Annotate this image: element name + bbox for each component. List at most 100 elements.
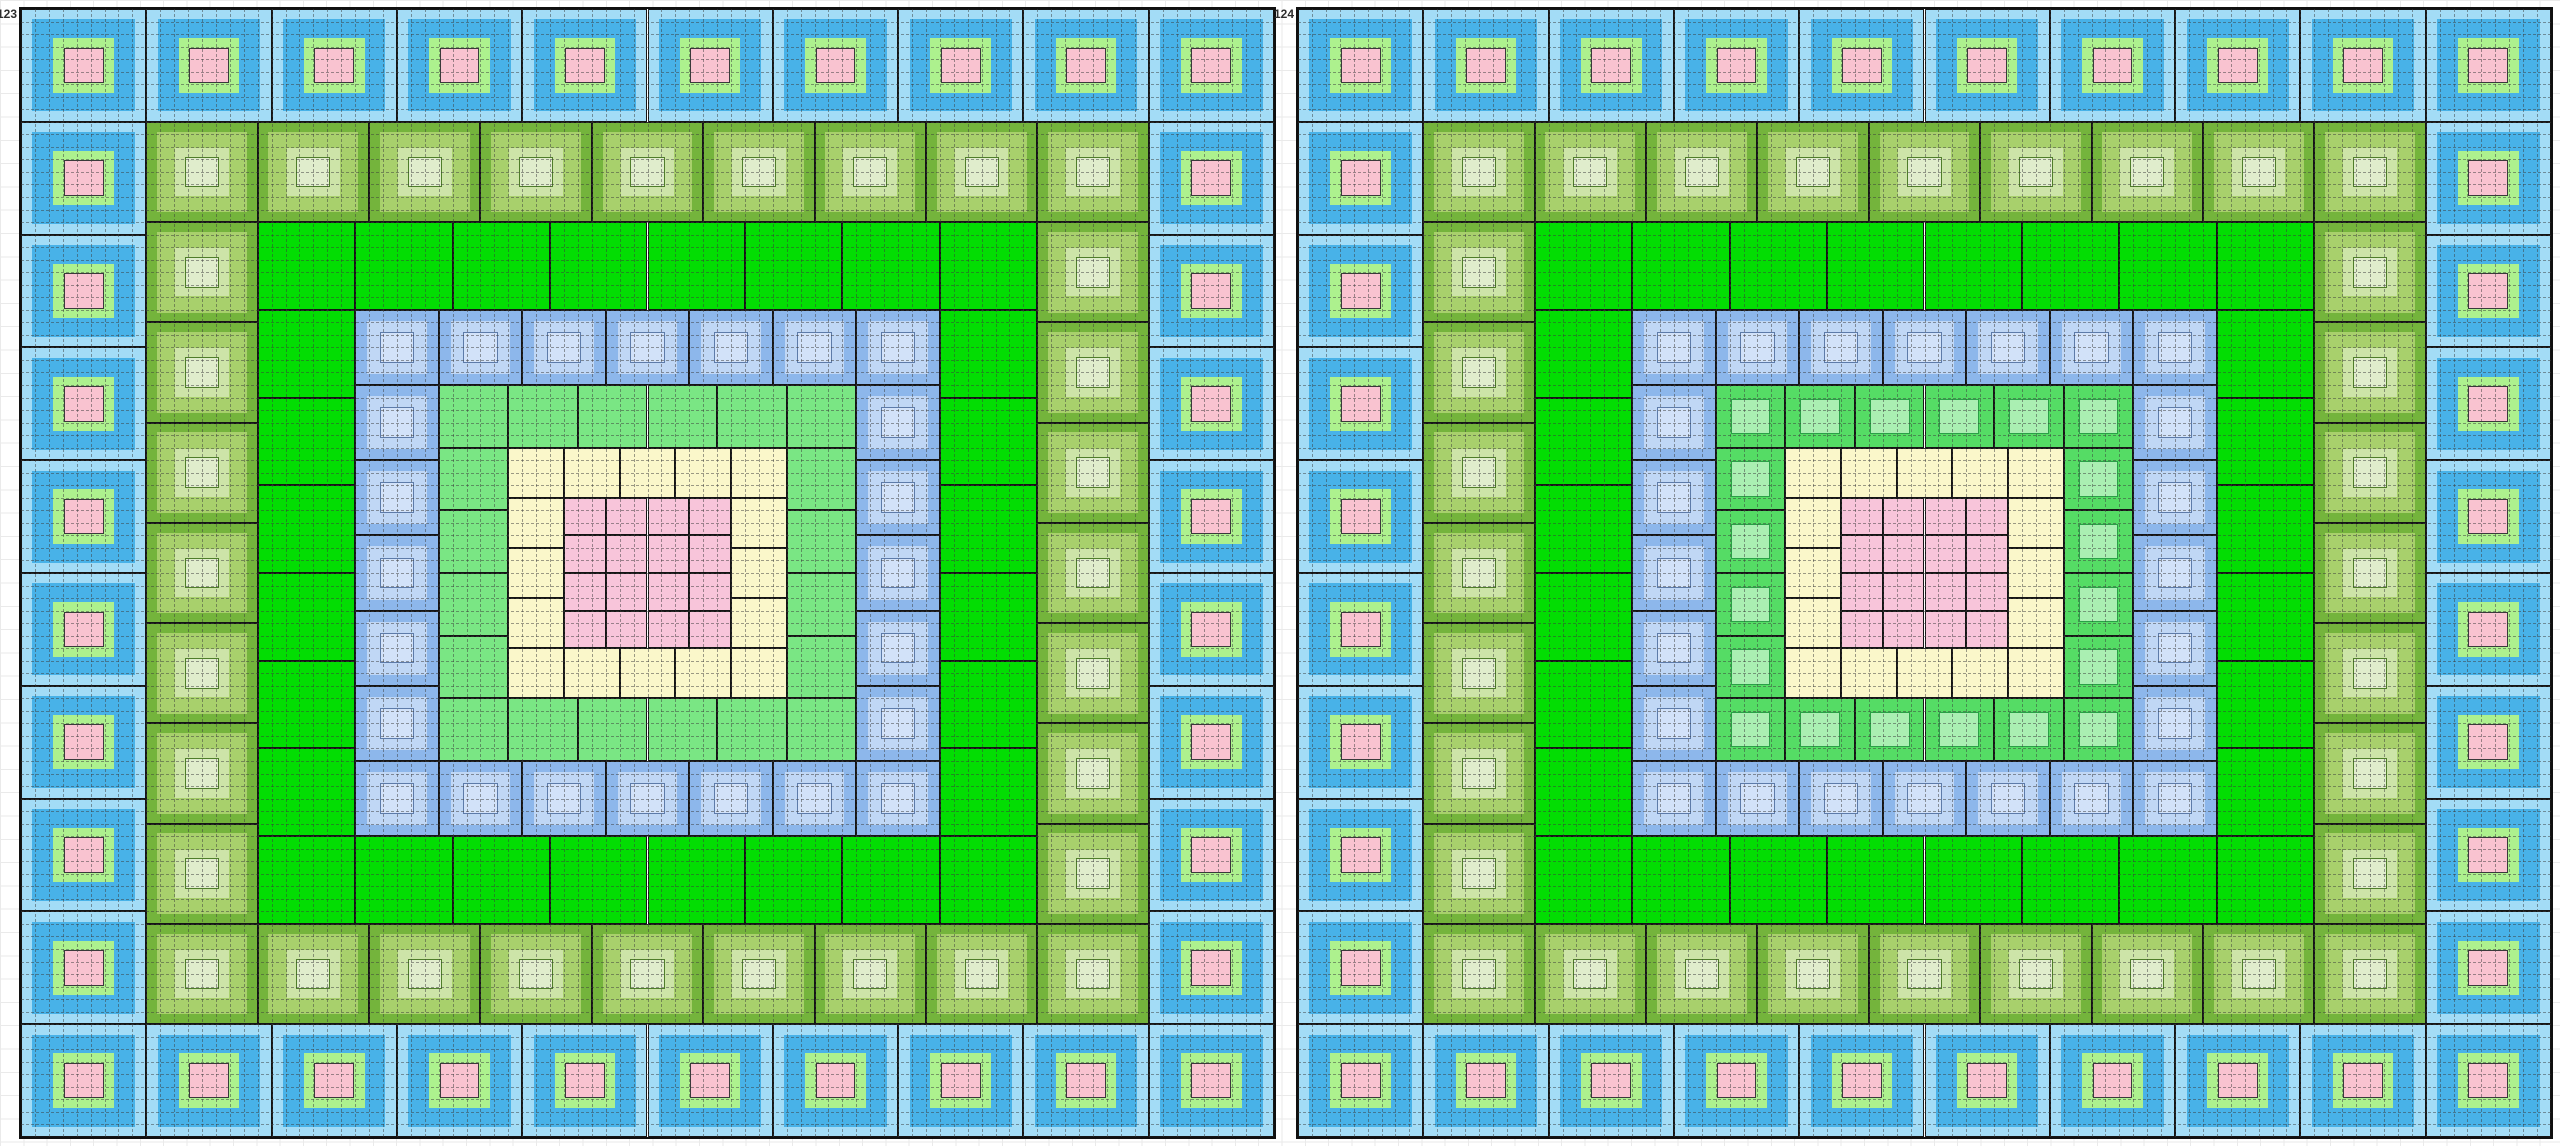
outer-cyan-ring-tile-layer xyxy=(2468,160,2509,196)
outer-cyan-ring-tile-layer xyxy=(1191,724,1232,760)
bright-green-ring-tile xyxy=(2216,573,2315,661)
outer-cyan-ring-tile xyxy=(21,460,147,573)
outer-cyan-ring-tile-layer xyxy=(2468,611,2509,648)
dashed-gridline-horizontal xyxy=(21,986,1274,988)
light-green-ring-tile-layer xyxy=(1939,398,1980,435)
dashed-gridline-vertical xyxy=(2342,9,2344,1137)
light-green-ring-tile xyxy=(438,635,509,699)
dashed-gridline-vertical xyxy=(2383,9,2385,1137)
bright-green-ring-tile xyxy=(2216,660,2315,749)
outer-cyan-ring-tile xyxy=(1023,1024,1149,1137)
light-green-ring-tile xyxy=(438,698,509,761)
bright-green-ring-tile xyxy=(1534,660,1633,749)
outer-cyan-ring-tile xyxy=(1799,9,1925,122)
outer-cyan-ring-tile xyxy=(21,1024,147,1137)
pink-center-block-tile xyxy=(605,573,648,611)
pink-center-block-tile xyxy=(1840,573,1883,611)
dashed-gridline-horizontal xyxy=(1298,974,2551,976)
dashed-gridline-horizontal xyxy=(1298,798,2551,800)
dashed-gridline-vertical xyxy=(2244,9,2246,1137)
periwinkle-blue-ring-tile-layer xyxy=(1656,557,1691,589)
outer-cyan-ring-tile-layer xyxy=(1340,498,1381,535)
outer-cyan-ring-tile xyxy=(2425,1024,2551,1137)
dashed-gridline-horizontal xyxy=(21,974,1274,976)
pink-center-block-tile xyxy=(1924,610,1967,649)
dashed-gridline-horizontal xyxy=(1298,836,2551,838)
dashed-gridline-horizontal xyxy=(1298,1011,2551,1013)
dashed-gridline-horizontal xyxy=(21,1124,1274,1126)
dashed-gridline-vertical xyxy=(856,9,858,1137)
dashed-gridline-horizontal xyxy=(21,598,1274,600)
light-green-ring-tile xyxy=(438,510,509,573)
outer-cyan-ring-tile-layer xyxy=(314,47,355,84)
bright-green-ring-tile xyxy=(2021,222,2120,310)
dashed-gridline-vertical xyxy=(2537,9,2539,1137)
bright-green-ring-tile xyxy=(257,222,356,310)
dashed-gridline-horizontal xyxy=(21,761,1274,762)
dashed-gridline-horizontal xyxy=(21,748,1274,750)
dashed-gridline-vertical xyxy=(953,9,955,1137)
light-green-ring-tile xyxy=(786,385,857,448)
dashed-gridline-vertical xyxy=(1176,9,1178,1137)
dashed-gridline-horizontal xyxy=(1298,585,2551,587)
dashed-gridline-horizontal xyxy=(1298,623,2551,625)
dashed-gridline-horizontal xyxy=(21,949,1274,950)
dashed-gridline-horizontal xyxy=(21,999,1274,1001)
outer-cyan-ring-tile-layer xyxy=(63,949,104,986)
dashed-gridline-vertical xyxy=(717,9,719,1137)
dashed-gridline-vertical xyxy=(1980,9,1982,1137)
pink-center-block-tile xyxy=(1966,573,2009,611)
outer-cyan-ring-tile-layer xyxy=(63,837,104,873)
light-green-ring-tile xyxy=(647,385,718,448)
dashed-gridline-vertical xyxy=(1232,9,1234,1137)
dashed-gridline-vertical xyxy=(786,9,788,1137)
outer-cyan-ring-tile-layer xyxy=(1466,1062,1506,1099)
outer-cyan-ring-tile xyxy=(1148,347,1274,461)
outer-cyan-ring-tile xyxy=(271,9,397,122)
outer-cyan-ring-tile xyxy=(2300,9,2426,122)
dashed-gridline-horizontal xyxy=(21,1099,1274,1101)
dashed-gridline-vertical xyxy=(2008,9,2010,1137)
dashed-gridline-horizontal xyxy=(1298,1049,2551,1051)
dashed-gridline-horizontal xyxy=(1298,773,2551,775)
outer-cyan-ring-tile xyxy=(2425,9,2551,122)
pink-center-block-tile xyxy=(1840,610,1883,649)
dashed-gridline-vertical xyxy=(1952,9,1954,1137)
light-green-ring-tile-layer xyxy=(2078,461,2119,497)
dashed-gridline-vertical xyxy=(1093,9,1094,1137)
outer-cyan-ring-tile xyxy=(1423,1024,1549,1137)
pink-center-block-tile xyxy=(563,497,606,536)
pink-center-block-tile xyxy=(1924,573,1967,611)
outer-cyan-ring-tile-layer xyxy=(1191,498,1232,535)
dashed-gridline-vertical xyxy=(2439,9,2441,1137)
dashed-gridline-horizontal xyxy=(21,610,1274,612)
dashed-gridline-horizontal xyxy=(1298,761,2551,762)
dashed-gridline-horizontal xyxy=(21,723,1274,725)
outer-cyan-ring-tile-layer xyxy=(2468,837,2509,873)
pink-center-block-tile xyxy=(1924,535,1967,573)
outer-cyan-ring-tile-layer xyxy=(815,47,856,84)
outer-cyan-ring-tile xyxy=(2425,798,2551,912)
dashed-gridline-horizontal xyxy=(21,573,1274,574)
dashed-gridline-vertical xyxy=(2397,9,2399,1137)
outer-cyan-ring-tile-layer xyxy=(1340,385,1381,422)
dashed-gridline-vertical xyxy=(2314,9,2316,1137)
dashed-gridline-horizontal xyxy=(21,898,1274,900)
outer-cyan-ring-tile xyxy=(1298,911,1424,1025)
outer-cyan-ring-tile-layer xyxy=(314,1062,355,1099)
dashed-gridline-vertical xyxy=(2063,9,2065,1137)
outer-cyan-ring-tile-layer xyxy=(2092,1062,2133,1099)
dashed-gridline-horizontal xyxy=(21,623,1274,625)
dashed-gridline-vertical xyxy=(967,9,969,1137)
dashed-gridline-horizontal xyxy=(21,1074,1274,1076)
outer-cyan-ring-tile-layer xyxy=(690,1062,731,1099)
dashed-gridline-vertical xyxy=(800,9,802,1137)
pink-center-block-tile xyxy=(605,497,648,536)
dashed-gridline-vertical xyxy=(772,9,774,1137)
light-green-ring-tile-layer xyxy=(1730,586,1771,623)
outer-cyan-ring-tile xyxy=(522,1024,648,1137)
dashed-gridline-horizontal xyxy=(1298,861,2551,863)
outer-cyan-ring-tile-layer xyxy=(1340,160,1381,196)
outer-cyan-ring-tile xyxy=(1148,798,1274,912)
bright-green-ring-tile xyxy=(842,222,940,310)
